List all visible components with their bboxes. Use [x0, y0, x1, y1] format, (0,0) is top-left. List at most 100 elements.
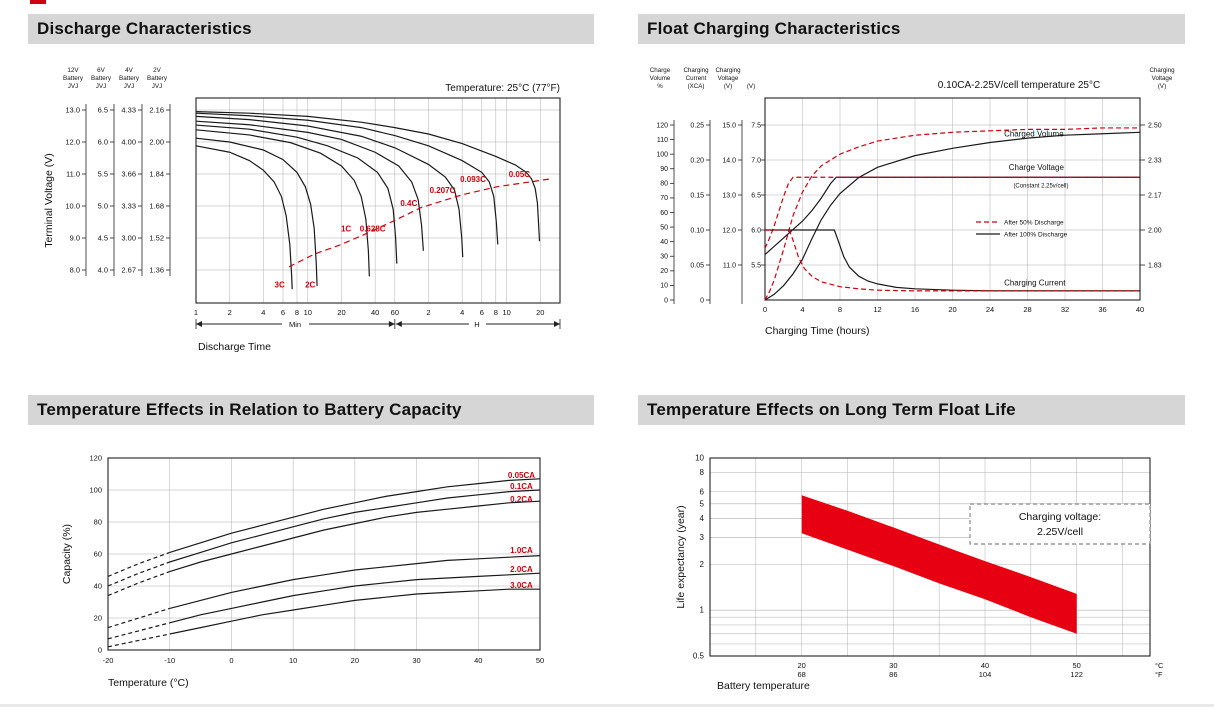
svg-text:JVJ: JVJ [152, 83, 163, 90]
svg-text:5.0: 5.0 [98, 202, 108, 211]
svg-text:30: 30 [889, 661, 897, 670]
svg-text:10: 10 [502, 308, 510, 317]
svg-text:86: 86 [889, 670, 897, 679]
svg-text:2.67: 2.67 [121, 266, 136, 275]
svg-text:20: 20 [94, 614, 102, 623]
svg-text:2.00: 2.00 [1148, 227, 1162, 234]
svg-text:7.0: 7.0 [751, 157, 761, 164]
svg-text:0.10: 0.10 [690, 227, 704, 234]
svg-text:2.16: 2.16 [149, 106, 164, 115]
float-charging-chart: Charge Volume% 120 110 100 90 80 70 60 50 40 30 20 10… [638, 58, 1185, 368]
svg-text:8: 8 [700, 468, 705, 477]
svg-text:11.0: 11.0 [66, 170, 80, 179]
svg-text:0.15: 0.15 [690, 192, 704, 199]
svg-text:Min: Min [289, 320, 301, 329]
svg-text:5.5: 5.5 [98, 170, 108, 179]
svg-text:1.83: 1.83 [1148, 262, 1162, 269]
svg-text:0: 0 [763, 305, 767, 314]
svg-text:1.36: 1.36 [149, 266, 164, 275]
svg-text:Charging Time (hours): Charging Time (hours) [765, 325, 869, 337]
float-charging-chart-svg: ChargeVolume%120110100908070605040302010… [650, 67, 1175, 337]
svg-text:10: 10 [660, 283, 668, 290]
svg-text:20: 20 [660, 268, 668, 275]
svg-text:2.25V/cell: 2.25V/cell [1037, 526, 1083, 538]
svg-text:Battery: Battery [91, 75, 112, 82]
svg-text:12.0: 12.0 [722, 227, 736, 234]
svg-text:4V: 4V [125, 67, 134, 74]
svg-text:8: 8 [295, 308, 299, 317]
svg-text:JVJ: JVJ [68, 83, 79, 90]
svg-text:13.0: 13.0 [722, 192, 736, 199]
svg-text:Discharge Time: Discharge Time [198, 341, 271, 353]
svg-text:After 50% Discharge: After 50% Discharge [1004, 220, 1064, 227]
svg-text:Capacity (%): Capacity (%) [61, 524, 73, 584]
svg-text:6.5: 6.5 [751, 192, 761, 199]
svg-text:120: 120 [89, 454, 102, 463]
svg-text:Battery: Battery [63, 75, 84, 82]
svg-text:80: 80 [94, 518, 102, 527]
svg-text:50: 50 [1072, 661, 1080, 670]
svg-text:Battery: Battery [147, 75, 168, 82]
svg-text:Volume: Volume [650, 75, 671, 82]
svg-text:1: 1 [194, 308, 198, 317]
svg-text:1.84: 1.84 [149, 170, 164, 179]
svg-text:20: 20 [337, 308, 345, 317]
svg-text:30: 30 [660, 254, 668, 261]
svg-text:24: 24 [986, 305, 994, 314]
svg-text:Battery temperature: Battery temperature [717, 680, 810, 692]
svg-text:Battery: Battery [119, 75, 140, 82]
svg-text:(Constant 2.25v/cell): (Constant 2.25v/cell) [1013, 184, 1068, 190]
svg-text:2V: 2V [153, 67, 162, 74]
svg-text:0.5: 0.5 [693, 652, 705, 661]
svg-text:3.33: 3.33 [121, 202, 136, 211]
svg-text:0.25: 0.25 [690, 122, 704, 129]
svg-text:68: 68 [797, 670, 805, 679]
svg-text:40: 40 [371, 308, 379, 317]
svg-text:2: 2 [700, 560, 705, 569]
svg-text:0: 0 [229, 656, 233, 665]
svg-text:11.0: 11.0 [723, 262, 736, 269]
svg-text:60: 60 [94, 550, 102, 559]
svg-text:0.207C: 0.207C [430, 186, 456, 195]
svg-text:10.0: 10.0 [65, 202, 80, 211]
svg-text:6.0: 6.0 [751, 227, 761, 234]
svg-text:0.628C: 0.628C [360, 225, 386, 234]
svg-text:5: 5 [700, 499, 705, 508]
svg-text:50: 50 [660, 224, 668, 231]
svg-text:8: 8 [494, 308, 498, 317]
svg-text:6: 6 [700, 487, 705, 496]
svg-text:12.0: 12.0 [65, 138, 80, 147]
svg-text:After 100% Discharge: After 100% Discharge [1004, 232, 1068, 239]
svg-text:4: 4 [700, 514, 705, 523]
svg-text:20: 20 [536, 308, 544, 317]
temp-capacity-section-header: Temperature Effects in Relation to Batte… [28, 395, 594, 425]
svg-text:(V): (V) [747, 83, 755, 90]
svg-text:9.0: 9.0 [70, 234, 80, 243]
svg-text:20: 20 [948, 305, 956, 314]
svg-text:3.0CA: 3.0CA [510, 581, 533, 590]
svg-text:(V): (V) [1158, 83, 1166, 90]
svg-text:2C: 2C [305, 281, 315, 290]
svg-text:90: 90 [660, 166, 668, 173]
svg-text:122: 122 [1070, 670, 1083, 679]
svg-text:3.00: 3.00 [121, 234, 136, 243]
svg-text:Charge Voltage: Charge Voltage [1009, 163, 1065, 172]
svg-text:0.2CA: 0.2CA [510, 495, 533, 504]
svg-text:%: % [657, 83, 663, 90]
svg-text:104: 104 [979, 670, 992, 679]
svg-text:0.05CA: 0.05CA [508, 471, 535, 480]
svg-text:70: 70 [660, 195, 668, 202]
float-life-chart-svg: 1086543210.5206830864010450122°C°FChargi… [675, 454, 1164, 693]
svg-text:-10: -10 [164, 656, 175, 665]
svg-text:Life expectancy (year): Life expectancy (year) [675, 505, 687, 608]
svg-text:2.50: 2.50 [1148, 122, 1162, 129]
svg-text:4.0: 4.0 [98, 266, 108, 275]
svg-text:Charged Volume: Charged Volume [1004, 130, 1064, 139]
svg-text:Charging: Charging [715, 67, 741, 74]
svg-text:12V: 12V [67, 67, 79, 74]
svg-text:1.52: 1.52 [149, 234, 164, 243]
svg-text:°C: °C [1155, 661, 1164, 670]
svg-text:16: 16 [911, 305, 919, 314]
svg-text:Charging: Charging [683, 67, 709, 74]
